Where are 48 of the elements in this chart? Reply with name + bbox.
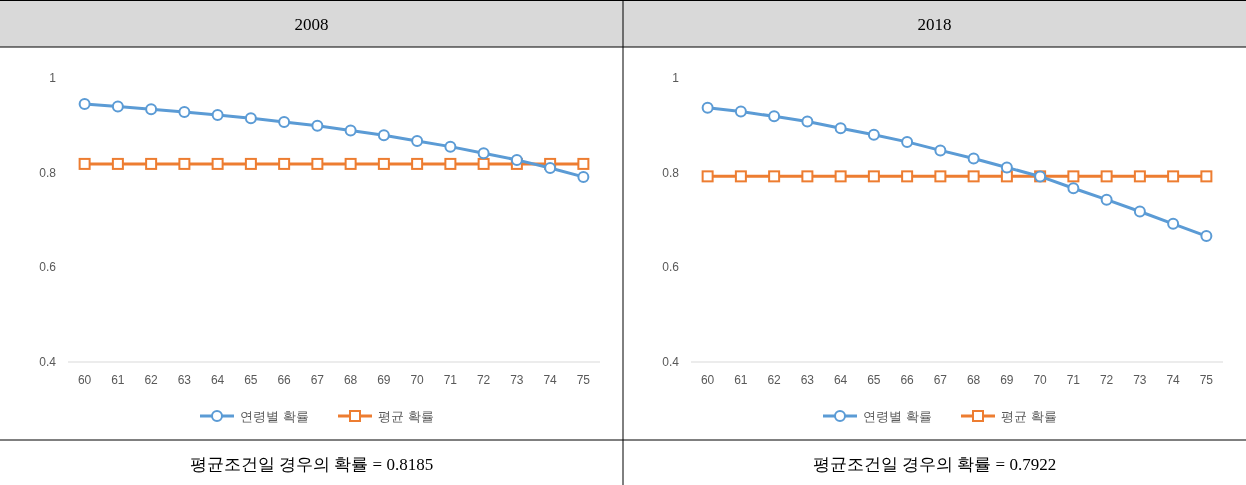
x-tick-label: 74: [1166, 373, 1181, 387]
x-tick-label: 75: [576, 373, 591, 387]
y-tick-label: 1: [49, 71, 57, 85]
x-tick-label: 69: [377, 373, 391, 387]
x-tick-label: 68: [343, 373, 358, 387]
x-tick-label: 60: [77, 373, 92, 387]
x-tick-label: 64: [210, 373, 225, 387]
chart-title: 2008: [294, 15, 329, 34]
x-tick-label: 73: [510, 373, 524, 387]
text: 평균조건일 경우의 확률 = 0.8185: [189, 455, 434, 474]
x-tick-label: 71: [1066, 373, 1081, 387]
legend-label: 평균 확률: [378, 409, 434, 424]
x-tick-label: 70: [1033, 373, 1048, 387]
x-tick-label: 64: [833, 373, 848, 387]
y-tick-label: 0.4: [39, 355, 57, 369]
x-tick-label: 67: [933, 373, 948, 387]
x-tick-label: 63: [177, 373, 192, 387]
x-tick-label: 75: [1199, 373, 1214, 387]
x-tick-label: 68: [966, 373, 981, 387]
y-tick-label: 0.4: [662, 355, 680, 369]
x-tick-label: 62: [767, 373, 782, 387]
x-tick-label: 70: [410, 373, 425, 387]
legend-label: 연령별 확률: [863, 409, 932, 424]
x-tick-label: 67: [310, 373, 325, 387]
x-tick-label: 74: [543, 373, 558, 387]
x-tick-label: 65: [867, 373, 881, 387]
x-tick-label: 66: [900, 373, 915, 387]
y-tick-label: 0.8: [662, 165, 680, 180]
x-tick-label: 60: [700, 373, 715, 387]
x-tick-label: 61: [111, 373, 125, 387]
x-tick-label: 72: [1099, 373, 1114, 387]
x-tick-label: 73: [1133, 373, 1147, 387]
x-tick-label: 71: [443, 373, 458, 387]
y-tick-label: 0.8: [39, 165, 57, 180]
x-tick-label: 62: [144, 373, 159, 387]
x-tick-label: 72: [476, 373, 491, 387]
x-tick-label: 69: [1000, 373, 1014, 387]
y-tick-label: 0.6: [39, 260, 57, 275]
y-tick-label: 1: [672, 71, 680, 85]
chart-title: 2018: [917, 15, 952, 34]
x-tick-label: 61: [734, 373, 748, 387]
legend-label: 연령별 확률: [240, 409, 309, 424]
y-tick-label: 0.6: [662, 260, 680, 275]
text: 평균조건일 경우의 확률 = 0.7922: [812, 455, 1057, 474]
x-tick-label: 65: [244, 373, 258, 387]
x-tick-label: 63: [800, 373, 815, 387]
legend-label: 평균 확률: [1001, 409, 1057, 424]
x-tick-label: 66: [277, 373, 292, 387]
